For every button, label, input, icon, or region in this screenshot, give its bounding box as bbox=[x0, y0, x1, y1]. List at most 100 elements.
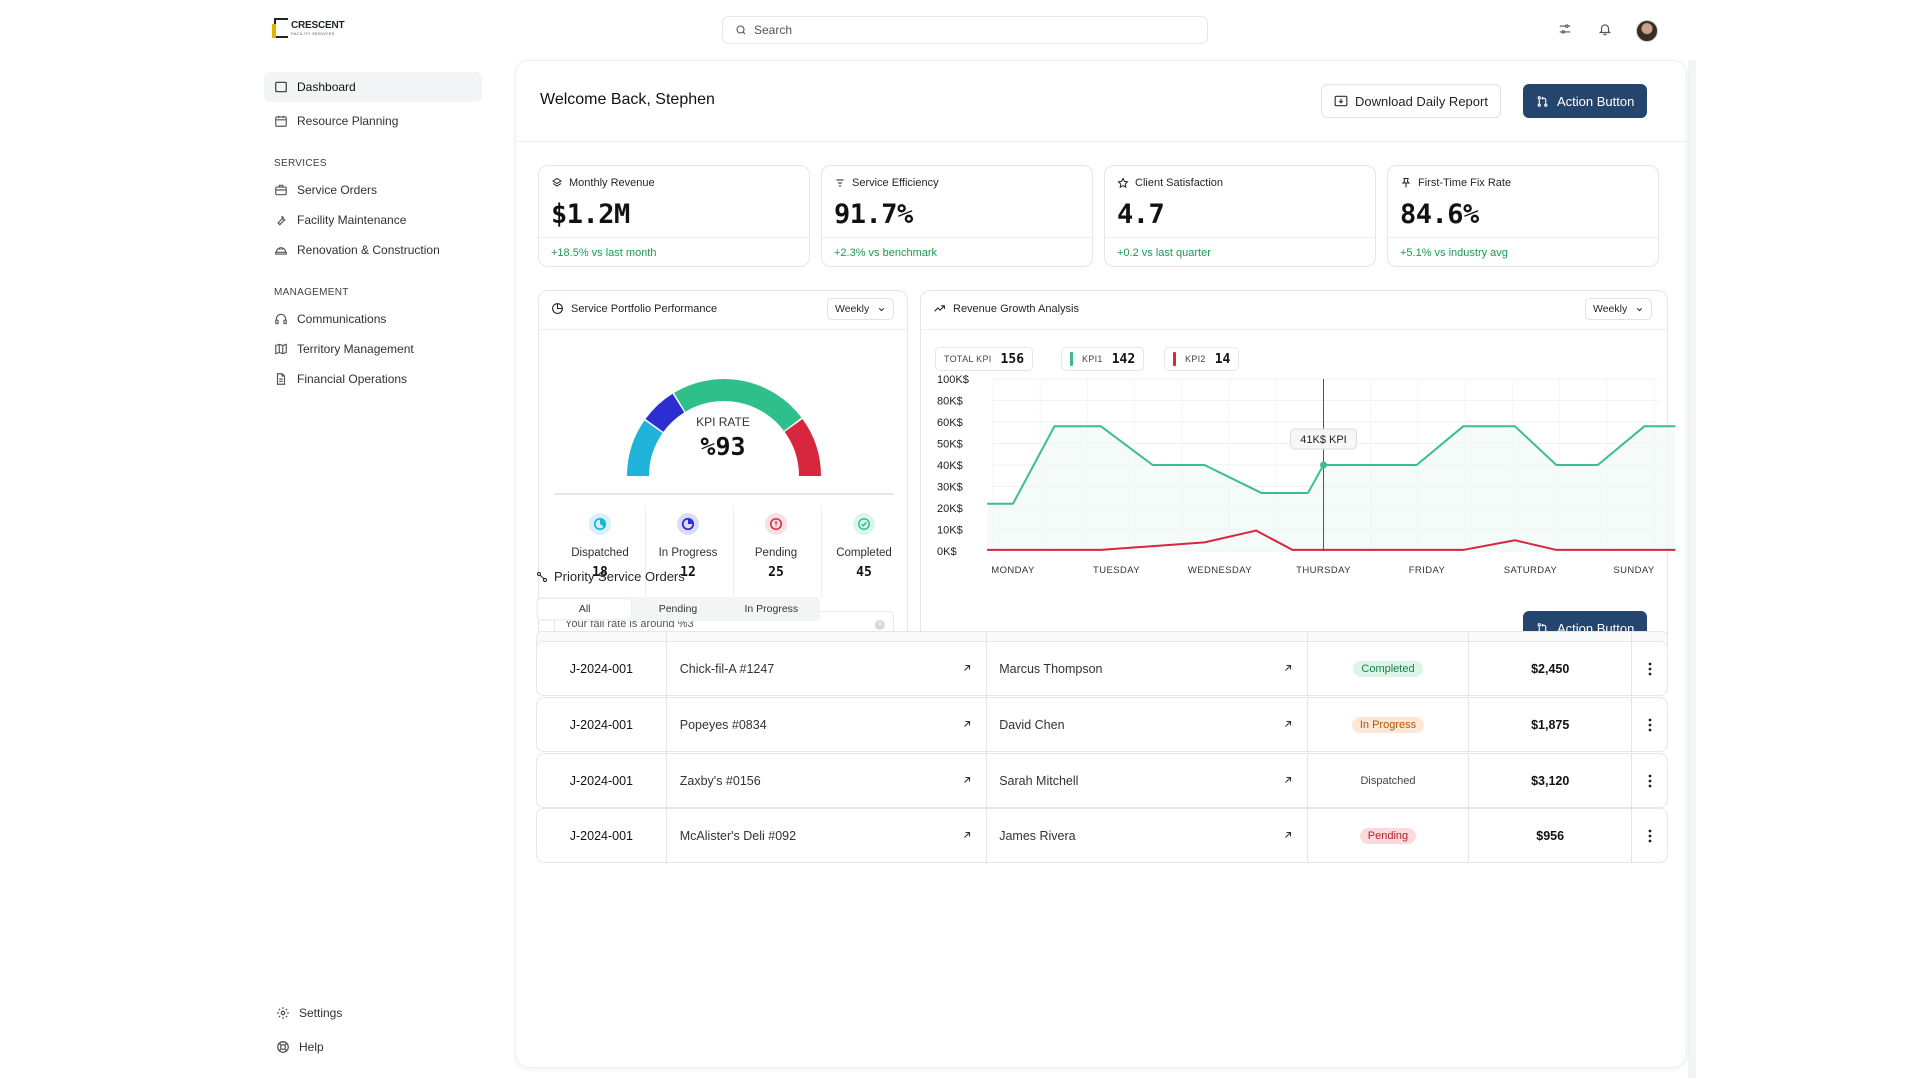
gauge-segment-in-progress bbox=[645, 393, 685, 433]
y-tick-label: 50K$ bbox=[937, 439, 963, 451]
kpi-divider bbox=[822, 237, 1092, 238]
calendar-icon bbox=[275, 115, 287, 127]
sidebar-item-financial[interactable]: Financial Operations bbox=[264, 364, 482, 394]
stat-value: 18 bbox=[592, 565, 608, 580]
kpi-label: Service Efficiency bbox=[852, 177, 939, 189]
brand-logo[interactable]: CRESCENT FACILITY SERVICES bbox=[272, 18, 345, 38]
open-customer-arrow-icon[interactable] bbox=[961, 774, 973, 786]
sidebar-item-resource-planning[interactable]: Resource Planning bbox=[264, 106, 482, 136]
status-cell: Dispatched bbox=[1308, 754, 1470, 807]
value-cell: $956 bbox=[1469, 809, 1633, 862]
gear-icon bbox=[277, 1007, 289, 1019]
orders-title: Priority Service Orders bbox=[554, 569, 685, 584]
in-progress-status-icon bbox=[677, 513, 699, 535]
sidebar-item-label: Communications bbox=[297, 312, 387, 326]
sidebar-item-renovation[interactable]: Renovation & Construction bbox=[264, 235, 482, 265]
alert-status-icon bbox=[765, 513, 787, 535]
sidebar-item-dashboard[interactable]: Dashboard bbox=[264, 72, 482, 102]
brand-name: CRESCENT bbox=[291, 19, 345, 31]
highlight-point[interactable] bbox=[1320, 461, 1327, 469]
y-tick-label: 0K$ bbox=[937, 546, 957, 558]
kpi-divider bbox=[1105, 237, 1375, 238]
sidebar-item-label: Territory Management bbox=[297, 342, 414, 356]
x-tick-label: THURSDAY bbox=[1296, 565, 1351, 576]
x-tick-label: FRIDAY bbox=[1409, 565, 1446, 576]
info-icon[interactable]: i bbox=[875, 620, 885, 630]
sidebar-item-facility-maintenance[interactable]: Facility Maintenance bbox=[264, 205, 482, 235]
sidebar-item-label: Dashboard bbox=[297, 80, 356, 94]
kpi1-swatch bbox=[1070, 352, 1073, 366]
stat-completed: Completed 45 bbox=[821, 505, 907, 597]
brand-tagline: FACILITY SERVICES bbox=[291, 30, 335, 36]
page-scrollbar[interactable] bbox=[1688, 60, 1696, 1078]
gauge-segment-completed bbox=[674, 379, 802, 432]
customer-name: Chick-fil-A #1247 bbox=[679, 661, 775, 676]
open-technician-arrow-icon[interactable] bbox=[1282, 829, 1294, 841]
orders-section-title: Priority Service Orders bbox=[536, 569, 685, 584]
sidebar-item-service-orders[interactable]: Service Orders bbox=[264, 175, 482, 205]
chevron-down-icon bbox=[1637, 307, 1643, 311]
job-id-cell: J-2024-001 bbox=[537, 754, 667, 807]
trend-up-icon bbox=[934, 305, 945, 312]
revenue-period-select[interactable]: Weekly bbox=[1585, 298, 1653, 320]
stat-in-progress: In Progress 12 bbox=[645, 505, 731, 597]
status-cell: Completed bbox=[1308, 642, 1470, 695]
open-technician-arrow-icon[interactable] bbox=[1282, 718, 1294, 730]
avatar[interactable] bbox=[1636, 20, 1658, 42]
bell-icon[interactable] bbox=[1594, 18, 1616, 40]
tooltip-label: 41K$ KPI bbox=[1300, 434, 1346, 446]
sidebar-item-help[interactable]: Help bbox=[264, 1030, 482, 1064]
kpi1-area bbox=[987, 426, 1676, 551]
portfolio-period-select[interactable]: Weekly bbox=[827, 298, 895, 320]
kpi-delta: +18.5% vs last month bbox=[551, 247, 657, 259]
status-cell: Pending bbox=[1308, 809, 1470, 862]
table-row[interactable]: J-2024-001 Popeyes #0834 David Chen In Prog… bbox=[536, 697, 1668, 752]
kpi-label: Client Satisfaction bbox=[1135, 177, 1224, 189]
filter-settings-icon[interactable] bbox=[1554, 18, 1576, 40]
table-row[interactable]: J-2024-001 Chick-fil-A #1247 Marcus Thomps… bbox=[536, 641, 1668, 696]
tab-in-progress[interactable]: In Progress bbox=[744, 603, 799, 615]
action-button-header[interactable]: Action Button bbox=[1523, 84, 1648, 118]
job-id-cell: J-2024-001 bbox=[537, 809, 667, 862]
stat-divider bbox=[821, 507, 822, 597]
tab-pending[interactable]: Pending bbox=[658, 603, 698, 615]
table-row[interactable]: J-2024-001 McAlister's Deli #092 James Riv… bbox=[536, 808, 1668, 863]
gauge-segment-pending bbox=[784, 418, 821, 477]
row-menu-icon[interactable] bbox=[1632, 754, 1667, 807]
kpi-delta: +5.1% vs industry avg bbox=[1400, 247, 1508, 259]
map-icon bbox=[275, 343, 287, 355]
customer-name: Zaxby's #0156 bbox=[679, 773, 761, 788]
stat-value: 12 bbox=[680, 565, 696, 580]
row-menu-icon[interactable] bbox=[1632, 809, 1667, 862]
tab-all[interactable]: All bbox=[538, 599, 632, 619]
customer-name: McAlister's Deli #092 bbox=[679, 828, 797, 843]
headset-icon bbox=[275, 313, 287, 325]
search-bar[interactable] bbox=[722, 16, 1208, 44]
sidebar-item-communications[interactable]: Communications bbox=[264, 304, 482, 334]
sidebar: Dashboard Resource Planning SERVICES Ser… bbox=[264, 72, 482, 1062]
page-title: Welcome Back, Stephen bbox=[540, 91, 715, 108]
open-customer-arrow-icon[interactable] bbox=[961, 829, 973, 841]
download-report-button[interactable]: Download Daily Report bbox=[1321, 84, 1501, 118]
customer-cell: Popeyes #0834 bbox=[667, 698, 988, 751]
revenue-card: Revenue Growth Analysis Weekly TOTAL KPI… bbox=[920, 290, 1676, 655]
open-customer-arrow-icon[interactable] bbox=[961, 718, 973, 730]
top-actions bbox=[1554, 18, 1616, 40]
tooltip-box bbox=[1290, 428, 1357, 450]
kpi-gauge bbox=[627, 379, 821, 477]
table-row[interactable]: J-2024-001 Zaxby's #0156 Sarah Mitchell Dis… bbox=[536, 753, 1668, 808]
row-menu-icon[interactable] bbox=[1632, 642, 1667, 695]
open-technician-arrow-icon[interactable] bbox=[1282, 774, 1294, 786]
action-button-label: Action Button bbox=[1557, 93, 1635, 109]
kpi-label: First-Time Fix Rate bbox=[1418, 177, 1512, 189]
open-technician-arrow-icon[interactable] bbox=[1282, 662, 1294, 674]
sidebar-item-settings[interactable]: Settings bbox=[264, 996, 482, 1030]
sidebar-item-territory[interactable]: Territory Management bbox=[264, 334, 482, 364]
logo-mark-icon bbox=[272, 18, 288, 38]
search-input[interactable] bbox=[754, 23, 1154, 37]
kpi-value: 4.7 bbox=[1117, 199, 1165, 230]
kpi-delta: +0.2 vs last quarter bbox=[1117, 247, 1211, 259]
header-divider bbox=[516, 141, 1686, 142]
row-menu-icon[interactable] bbox=[1632, 698, 1667, 751]
open-customer-arrow-icon[interactable] bbox=[961, 662, 973, 674]
